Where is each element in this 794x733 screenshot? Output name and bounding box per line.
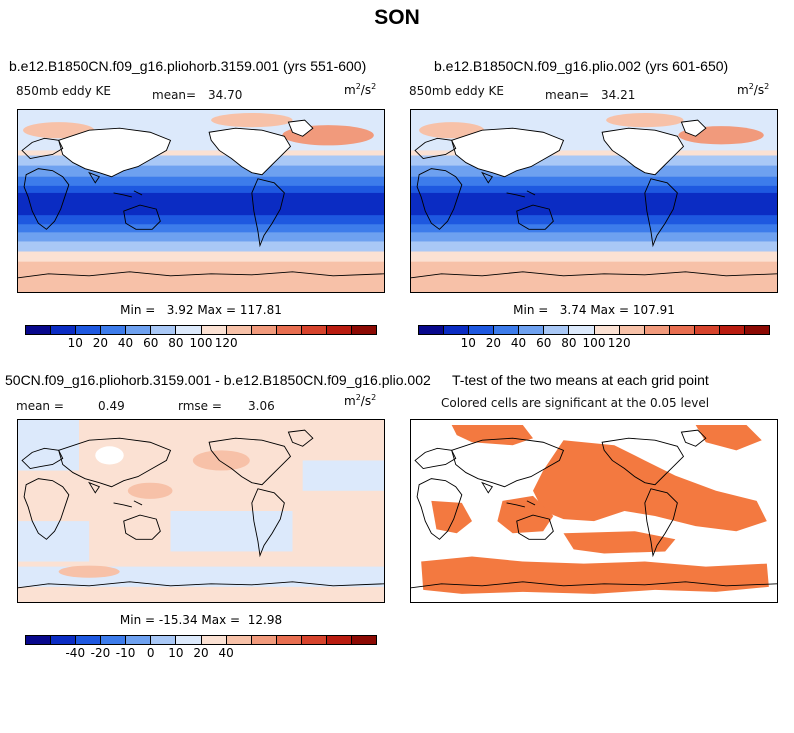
colorbar-tick-label: 120 bbox=[607, 336, 631, 350]
panel1-mean-value: 34.70 bbox=[208, 88, 243, 102]
colorbar-swatch bbox=[326, 636, 353, 644]
colorbar-swatch bbox=[176, 326, 202, 334]
colorbar-swatch bbox=[719, 326, 746, 334]
colorbar-swatch bbox=[76, 326, 102, 334]
colorbar-swatch bbox=[126, 326, 152, 334]
colorbar-swatch bbox=[226, 326, 252, 334]
colorbar-swatch bbox=[301, 636, 327, 644]
colorbar-swatch bbox=[251, 326, 277, 334]
panel1-map bbox=[17, 109, 385, 293]
panel2-mean-value: 34.21 bbox=[601, 88, 636, 102]
colorbar-tick-label: 20 bbox=[193, 646, 209, 660]
colorbar-swatch bbox=[101, 326, 127, 334]
colorbar-tick-label: 120 bbox=[214, 336, 238, 350]
colorbar-tick-label: 60 bbox=[536, 336, 552, 350]
colorbar-swatch bbox=[569, 326, 595, 334]
colorbar-tick-label: 100 bbox=[582, 336, 606, 350]
colorbar-tick-label: 10 bbox=[460, 336, 476, 350]
panel2-variable-label: 850mb eddy KE bbox=[409, 84, 505, 98]
panel2-mean-label: mean= bbox=[545, 88, 590, 102]
colorbar-swatch bbox=[301, 326, 327, 334]
panel2-units: m2/s2 bbox=[737, 82, 770, 97]
colorbar-swatch bbox=[51, 326, 77, 334]
colorbar-swatch bbox=[644, 326, 670, 334]
colorbar-panel2-ticks: 10 20 40 60 80 100 120 bbox=[418, 336, 770, 352]
colorbar-tick-label: 20 bbox=[485, 336, 502, 350]
colorbar-swatch bbox=[326, 326, 353, 334]
colorbar-tick-label: 40 bbox=[117, 336, 134, 350]
colorbar-swatch bbox=[519, 326, 545, 334]
colorbar-panel1-ticks: 10 20 40 60 80 100 120 bbox=[25, 336, 377, 352]
colorbar-swatch bbox=[669, 326, 695, 334]
colorbar-tick-label: 80 bbox=[168, 336, 184, 350]
colorbar-swatch bbox=[619, 326, 645, 334]
colorbar-tick-label: 80 bbox=[561, 336, 577, 350]
panel4-subtitle: Colored cells are significant at the 0.0… bbox=[441, 396, 710, 410]
panel3-title: 50CN.f09_g16.pliohorb.3159.001 - b.e12.B… bbox=[5, 372, 431, 388]
panel4-title: T-test of the two means at each grid poi… bbox=[452, 372, 709, 388]
colorbar-swatch bbox=[201, 326, 227, 334]
colorbar-tick-label: 60 bbox=[143, 336, 159, 350]
colorbar-swatch bbox=[419, 326, 445, 334]
colorbar-tick-label: -40 bbox=[65, 646, 86, 660]
panel3-map bbox=[17, 419, 385, 603]
colorbar-swatch bbox=[201, 636, 227, 644]
colorbar-tick-label: 20 bbox=[92, 336, 109, 350]
colorbar-swatch bbox=[444, 326, 470, 334]
colorbar-swatch bbox=[26, 636, 52, 644]
colorbar-swatch bbox=[352, 636, 377, 644]
colorbar-swatch bbox=[276, 636, 302, 644]
colorbar-panel3-ticks: -40 -20 -10 0 10 20 40 bbox=[25, 646, 377, 662]
colorbar-swatch bbox=[26, 326, 52, 334]
panel3-rmse-label: rmse = bbox=[178, 399, 222, 413]
colorbar-tick-label: 10 bbox=[168, 646, 184, 660]
colorbar-tick-label: -10 bbox=[115, 646, 136, 660]
panel1-variable-label: 850mb eddy KE bbox=[16, 84, 112, 98]
panel2-map bbox=[410, 109, 778, 293]
colorbar-swatch bbox=[694, 326, 720, 334]
colorbar-tick-label: 0 bbox=[146, 646, 155, 660]
colorbar-swatch bbox=[469, 326, 495, 334]
panel3-rmse-value: 3.06 bbox=[248, 399, 275, 413]
panel2-title: b.e12.B1850CN.f09_g16.plio.002 (yrs 601-… bbox=[434, 58, 729, 74]
panel3-minmax: Min = -15.34 Max = 12.98 bbox=[119, 613, 283, 627]
colorbar-panel2 bbox=[418, 325, 770, 335]
colorbar-swatch bbox=[76, 636, 102, 644]
colorbar-swatch bbox=[151, 326, 177, 334]
colorbar-tick-label: 40 bbox=[510, 336, 527, 350]
colorbar-panel1 bbox=[25, 325, 377, 335]
colorbar-swatch bbox=[594, 326, 620, 334]
page-title: SON bbox=[374, 6, 420, 29]
colorbar-swatch bbox=[126, 636, 152, 644]
panel1-minmax: Min = 3.92 Max = 117.81 bbox=[120, 303, 282, 317]
colorbar-swatch bbox=[352, 326, 377, 334]
colorbar-tick-label: 40 bbox=[218, 646, 234, 660]
significance-mask bbox=[411, 420, 777, 602]
panel3-units: m2/s2 bbox=[344, 393, 377, 408]
colorbar-swatch bbox=[51, 636, 77, 644]
colorbar-tick-label: -20 bbox=[90, 646, 111, 660]
colorbar-swatch bbox=[745, 326, 770, 334]
colorbar-swatch bbox=[101, 636, 127, 644]
panel1-mean-label: mean= bbox=[152, 88, 197, 102]
colorbar-swatch bbox=[251, 636, 277, 644]
panel3-mean-value: 0.49 bbox=[98, 399, 125, 413]
colorbar-swatch bbox=[276, 326, 302, 334]
panel2-minmax: Min = 3.74 Max = 107.91 bbox=[513, 303, 675, 317]
panel3-mean-label: mean = bbox=[16, 399, 64, 413]
colorbar-swatch bbox=[176, 636, 202, 644]
colorbar-tick-label: 10 bbox=[67, 336, 83, 350]
panel4-map bbox=[410, 419, 778, 603]
panel1-title: b.e12.B1850CN.f09_g16.pliohorb.3159.001 … bbox=[9, 58, 367, 74]
colorbar-swatch bbox=[226, 636, 252, 644]
colorbar-swatch bbox=[494, 326, 520, 334]
colorbar-tick-label: 100 bbox=[189, 336, 213, 350]
colorbar-swatch bbox=[544, 326, 570, 334]
panel1-units: m2/s2 bbox=[344, 82, 377, 97]
colorbar-panel3 bbox=[25, 635, 377, 645]
colorbar-swatch bbox=[151, 636, 177, 644]
